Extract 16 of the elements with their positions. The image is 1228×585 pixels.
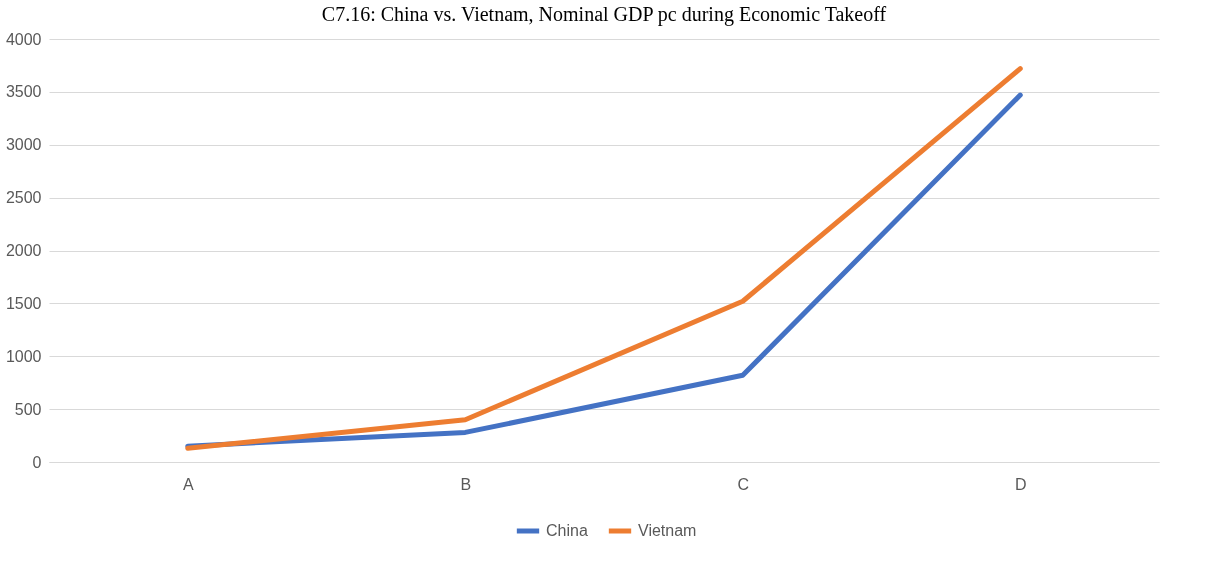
y-tick-label: 500 [14, 400, 42, 418]
y-tick-label: 0 [32, 453, 42, 471]
x-tick-label: C [737, 475, 750, 493]
x-tick-label: B [460, 475, 472, 493]
y-tick-label: 1000 [5, 347, 42, 365]
y-tick-label: 3500 [5, 83, 42, 101]
y-tick-label: 4000 [5, 30, 42, 48]
y-tick-label: 1500 [5, 294, 42, 312]
chart-title: C7.16: China vs. Vietnam, Nominal GDP pc during Economic Takeoff [321, 3, 887, 26]
x-tick-label: D [1014, 475, 1027, 493]
legend-label: Vietnam [638, 522, 697, 539]
legend-label: China [546, 522, 588, 539]
y-tick-label: 2500 [5, 189, 42, 207]
x-tick-label: A [182, 475, 194, 493]
y-tick-label: 3000 [5, 136, 42, 154]
y-tick-label: 2000 [5, 242, 42, 259]
